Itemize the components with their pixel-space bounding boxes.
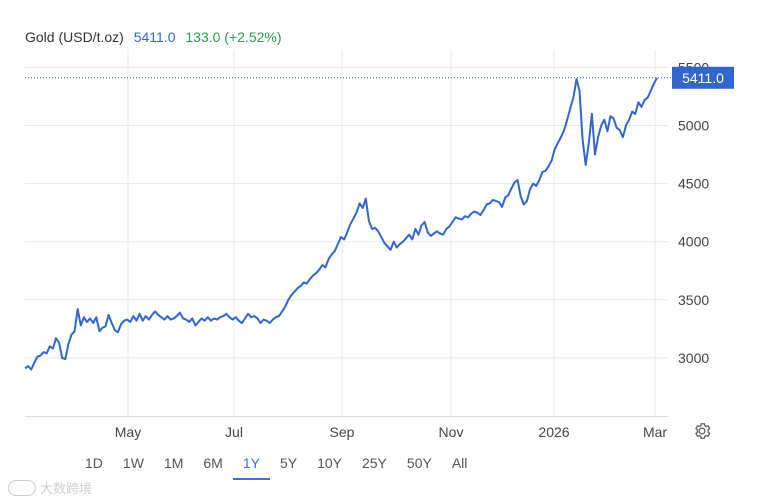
x-tick-label: Sep (330, 424, 355, 440)
watermark-text: 大数跨境 (40, 481, 93, 496)
range-button-5y[interactable]: 5Y (279, 455, 298, 471)
x-tick-label: Jul (225, 424, 243, 440)
range-button-1w[interactable]: 1W (122, 455, 144, 471)
range-button-10y[interactable]: 10Y (317, 455, 342, 471)
y-tick-label: 3500 (678, 292, 709, 308)
watermark-logo-icon (8, 479, 36, 496)
y-tick-label: 3000 (678, 350, 709, 366)
range-button-50y[interactable]: 50Y (406, 455, 432, 471)
range-button-1m[interactable]: 1M (163, 455, 184, 471)
chart-header: Gold (USD/t.oz) 5411.0 133.0 (+2.52%) (25, 29, 288, 45)
x-tick-label: 2026 (538, 424, 569, 440)
range-button-1y[interactable]: 1Y (232, 448, 270, 480)
price-change: 133.0 (+2.52%) (185, 29, 282, 45)
current-price: 5411.0 (133, 29, 176, 45)
instrument-name: Gold (USD/t.oz) (25, 29, 124, 45)
watermark: 大数跨境 (8, 478, 92, 497)
current-price-label-bg (672, 66, 734, 89)
range-button-1d[interactable]: 1D (85, 455, 103, 471)
x-tick-label: Nov (439, 424, 464, 440)
x-tick-label: May (115, 424, 141, 440)
gear-icon[interactable] (692, 421, 712, 441)
y-tick-label: 4500 (678, 176, 709, 192)
x-tick-label: Mar (643, 424, 667, 440)
range-button-6m[interactable]: 6M (203, 455, 223, 471)
y-tick-label: 5000 (678, 118, 709, 134)
range-button-all[interactable]: All (451, 455, 468, 471)
current-price-label: 5411.0 (682, 70, 724, 86)
y-tick-label: 4000 (678, 234, 709, 250)
time-range-selector: 1D 1W 1M 6M 1Y 5Y 10Y 25Y 50Y All (75, 448, 477, 480)
range-button-25y[interactable]: 25Y (361, 455, 387, 471)
price-series-line (24, 77, 658, 371)
